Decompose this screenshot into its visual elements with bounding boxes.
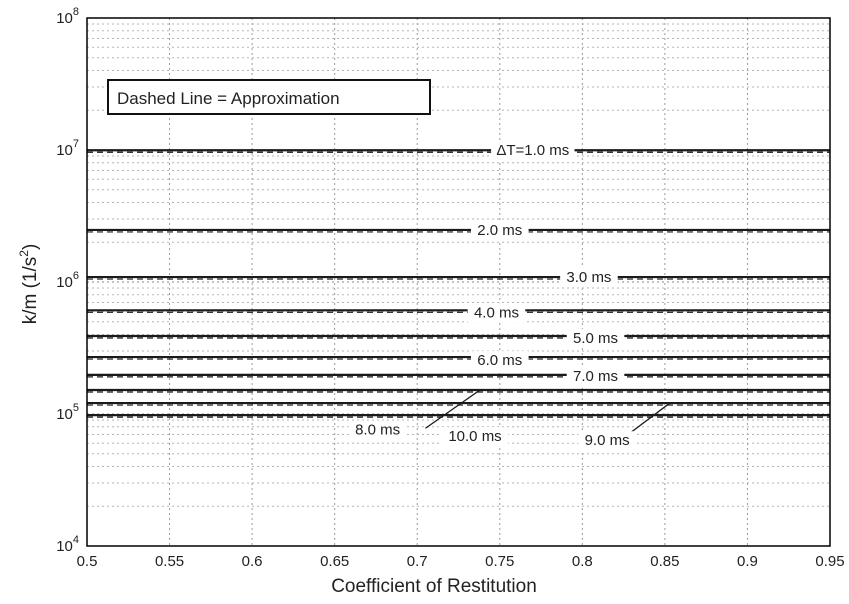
x-tick-label: 0.9 — [737, 553, 758, 570]
tick-labels: 0.5 0.55 0.6 0.65 0.7 0.75 0.8 0.85 0.9 0.95 104 10… — [56, 6, 844, 570]
series-label-leader — [425, 389, 481, 429]
x-axis-label: Coefficient of Restitution — [331, 576, 537, 597]
y-tick-label: 104 — [56, 534, 79, 555]
y-tick-label: 105 — [56, 402, 79, 423]
series-label: 7.0 ms — [573, 368, 618, 385]
series-label-bg — [578, 431, 636, 451]
series-label-bg — [560, 268, 618, 288]
series-label: 5.0 ms — [573, 330, 618, 347]
series-lines — [87, 149, 830, 418]
plot-frame — [86, 17, 831, 547]
y-axis-label-exp: 2 — [17, 250, 31, 257]
y-tick-label: 108 — [56, 6, 79, 27]
legend-frame — [107, 79, 431, 115]
y-axis-label-close: ) — [20, 244, 41, 250]
series-label: 3.0 ms — [566, 269, 611, 286]
x-tick-label: 0.85 — [650, 553, 679, 570]
y-tick-label: 107 — [56, 138, 79, 159]
series-label: 8.0 ms — [355, 421, 400, 438]
y-axis-label: k/m (1/s2) — [17, 244, 41, 325]
series-label-bg — [441, 427, 509, 447]
x-tick-label: 0.65 — [320, 553, 349, 570]
x-tick-label: 0.7 — [407, 553, 428, 570]
series-labels: ΔT=1.0 ms 2.0 ms 3.0 ms 4.0 ms 5.0 ms 6.0 ms 7… — [348, 141, 671, 451]
legend-box: Dashed Line = Approximation — [107, 79, 431, 115]
series-label-bg — [470, 351, 529, 371]
series-label: 6.0 ms — [477, 352, 522, 369]
legend-text: Dashed Line = Approximation — [117, 89, 340, 108]
series-label-bg — [566, 328, 625, 348]
x-tick-label: 0.95 — [815, 553, 844, 570]
series-label-bg — [491, 141, 575, 161]
x-tick-label: 0.5 — [77, 553, 98, 570]
series-label-bg — [467, 303, 526, 323]
x-tick-label: 0.55 — [155, 553, 184, 570]
x-tick-label: 0.8 — [572, 553, 593, 570]
x-tick-label: 0.6 — [242, 553, 263, 570]
series-label-bg — [566, 366, 625, 386]
series-label: ΔT=1.0 ms — [496, 142, 569, 159]
series-label: 2.0 ms — [477, 222, 522, 239]
y-tick-label: 106 — [56, 270, 79, 291]
series-label: 4.0 ms — [474, 304, 519, 321]
series-label-bg — [470, 220, 529, 240]
series-label-bg — [348, 420, 407, 440]
x-tick-label: 0.75 — [485, 553, 514, 570]
series-label: 10.0 ms — [448, 428, 501, 445]
series-label: 9.0 ms — [585, 432, 630, 449]
y-axis-label-main: k/m (1/s — [20, 257, 41, 325]
